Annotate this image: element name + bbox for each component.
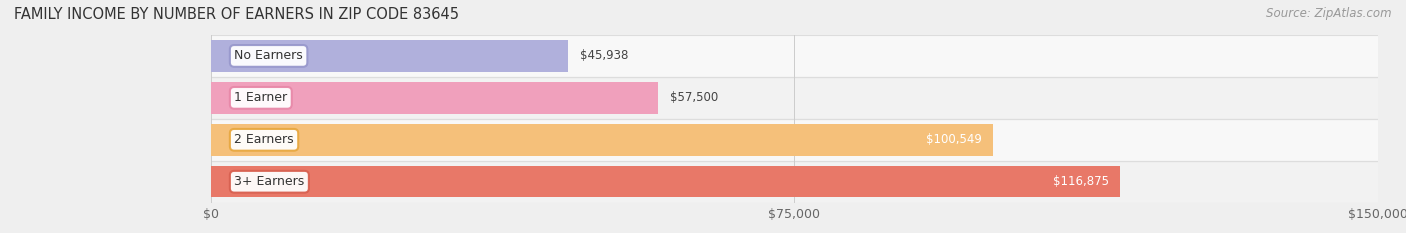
Text: $116,875: $116,875 xyxy=(1053,175,1108,188)
FancyBboxPatch shape xyxy=(211,77,1378,119)
Text: FAMILY INCOME BY NUMBER OF EARNERS IN ZIP CODE 83645: FAMILY INCOME BY NUMBER OF EARNERS IN ZI… xyxy=(14,7,460,22)
Text: No Earners: No Earners xyxy=(235,49,302,62)
Text: 2 Earners: 2 Earners xyxy=(235,133,294,146)
Bar xyxy=(211,166,1121,197)
Text: $100,549: $100,549 xyxy=(925,133,981,146)
FancyBboxPatch shape xyxy=(211,35,1378,77)
Bar xyxy=(211,124,993,156)
Text: Source: ZipAtlas.com: Source: ZipAtlas.com xyxy=(1267,7,1392,20)
Text: $57,500: $57,500 xyxy=(669,91,718,104)
FancyBboxPatch shape xyxy=(211,161,1378,203)
Bar xyxy=(211,82,658,113)
Bar xyxy=(211,40,568,72)
Text: 3+ Earners: 3+ Earners xyxy=(235,175,305,188)
Text: 1 Earner: 1 Earner xyxy=(235,91,287,104)
Text: $45,938: $45,938 xyxy=(579,49,628,62)
FancyBboxPatch shape xyxy=(211,119,1378,161)
